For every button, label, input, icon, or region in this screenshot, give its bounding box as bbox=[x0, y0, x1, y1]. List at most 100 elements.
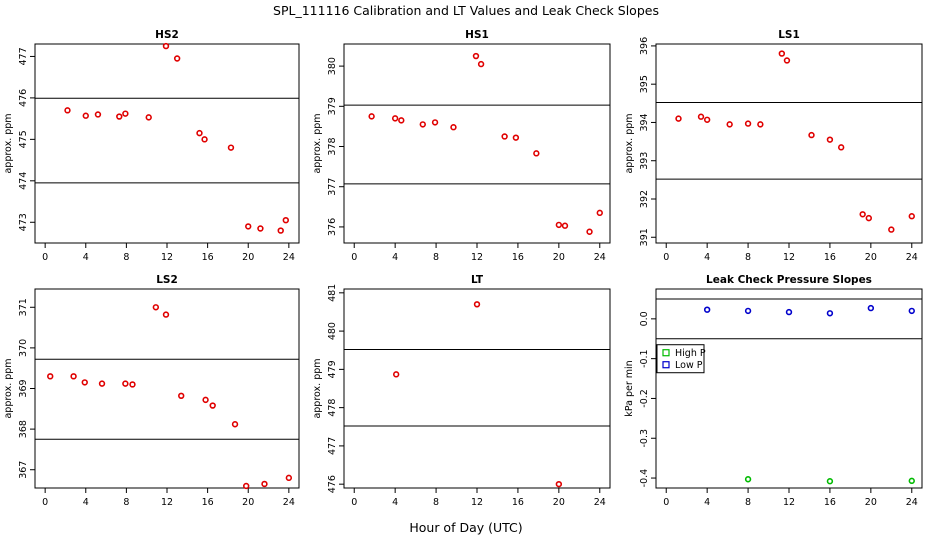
data-point bbox=[257, 225, 264, 232]
data-point bbox=[555, 480, 563, 488]
panel-title: HS1 bbox=[465, 29, 489, 41]
data-point bbox=[231, 421, 239, 428]
data-point bbox=[285, 474, 293, 482]
data-point bbox=[245, 223, 252, 230]
panel-ls2: LS2 0 4 8 12 16 20 24 367 368 369 370 371 approx. ppm bbox=[3, 274, 300, 508]
y-tick-label: 478 bbox=[327, 399, 338, 417]
x-tick-label: 20 bbox=[865, 497, 877, 508]
data-point bbox=[162, 42, 170, 50]
data-point bbox=[908, 307, 915, 315]
figure-xlabel: Hour of Day (UTC) bbox=[409, 520, 522, 535]
data-point bbox=[145, 114, 152, 121]
plot-frame bbox=[34, 288, 300, 489]
data-point bbox=[392, 371, 400, 378]
x-tick-label: 16 bbox=[512, 252, 524, 263]
x-tick-label: 12 bbox=[783, 252, 795, 263]
y-axis-label: approx. ppm bbox=[3, 358, 14, 418]
data-point bbox=[122, 110, 129, 117]
y-tick-label: 370 bbox=[18, 339, 29, 357]
x-tick-label: 4 bbox=[83, 497, 89, 508]
y-tick-label: -0.1 bbox=[639, 349, 650, 368]
data-point bbox=[227, 144, 235, 151]
data-point bbox=[561, 222, 569, 229]
y-tick-label: 476 bbox=[327, 475, 338, 493]
y-tick-label: 481 bbox=[327, 284, 338, 302]
y-axis-label: approx. ppm bbox=[312, 113, 323, 173]
x-tick-label: 0 bbox=[351, 497, 357, 508]
data-point bbox=[196, 129, 203, 137]
data-point bbox=[865, 214, 872, 222]
y-tick-label: 475 bbox=[18, 130, 29, 148]
y-tick-label: 376 bbox=[327, 218, 338, 236]
data-point bbox=[783, 57, 791, 64]
x-tick-label: 12 bbox=[471, 497, 483, 508]
panel-title: LS2 bbox=[156, 274, 178, 286]
x-tick-label: 4 bbox=[83, 252, 89, 263]
data-point bbox=[675, 115, 682, 122]
y-tick-label: 378 bbox=[327, 137, 338, 155]
plot-frame bbox=[655, 288, 923, 489]
data-point bbox=[201, 136, 208, 143]
y-tick-label: -0.4 bbox=[639, 469, 650, 488]
data-point bbox=[202, 396, 209, 404]
y-tick-label: 473 bbox=[18, 213, 29, 231]
data-point bbox=[82, 112, 89, 119]
data-point bbox=[908, 477, 915, 485]
y-tick-label: 476 bbox=[18, 89, 29, 107]
panel-hs1: HS1 0 4 8 12 16 20 24 376 377 378 379 380 approx. ppm bbox=[312, 29, 611, 263]
data-point bbox=[837, 144, 845, 151]
y-tick-label: 368 bbox=[18, 420, 29, 438]
x-tick-label: 16 bbox=[824, 497, 836, 508]
data-point bbox=[162, 311, 170, 318]
x-tick-label: 12 bbox=[161, 497, 173, 508]
y-tick-label: 474 bbox=[18, 172, 29, 190]
panel-ls1: LS1 0 4 8 12 16 20 24 391 392 393 394 395 396 approx. … bbox=[624, 29, 923, 263]
data-point bbox=[368, 113, 375, 120]
y-tick-label: 371 bbox=[18, 298, 29, 316]
data-point bbox=[419, 121, 426, 128]
data-point bbox=[173, 55, 181, 62]
x-tick-label: 4 bbox=[704, 252, 710, 263]
data-point bbox=[808, 131, 815, 139]
x-tick-label: 0 bbox=[42, 252, 48, 263]
data-point bbox=[94, 111, 102, 118]
data-point bbox=[744, 476, 752, 483]
y-tick-label: 391 bbox=[639, 228, 650, 246]
x-tick-label: 24 bbox=[283, 252, 295, 263]
y-tick-label: 480 bbox=[327, 322, 338, 340]
x-tick-label: 12 bbox=[161, 252, 173, 263]
data-point bbox=[744, 120, 752, 127]
legend-swatch bbox=[662, 349, 670, 357]
x-tick-label: 20 bbox=[865, 252, 877, 263]
y-tick-label: 394 bbox=[639, 113, 650, 131]
data-point bbox=[116, 113, 123, 120]
data-point bbox=[726, 121, 733, 128]
x-tick-label: 4 bbox=[392, 252, 398, 263]
x-tick-label: 12 bbox=[783, 497, 795, 508]
data-point bbox=[744, 307, 752, 315]
data-point bbox=[122, 380, 129, 387]
y-tick-label: 377 bbox=[327, 178, 338, 196]
data-point bbox=[98, 380, 106, 387]
data-point bbox=[555, 221, 563, 229]
data-point bbox=[472, 52, 480, 60]
plot-frame bbox=[655, 43, 923, 244]
legend-label: Low P bbox=[675, 360, 703, 371]
x-tick-label: 4 bbox=[704, 497, 710, 508]
data-point bbox=[501, 133, 508, 140]
data-point bbox=[908, 213, 915, 220]
data-point bbox=[64, 107, 71, 114]
panel-hs2: HS2 0 4 8 12 16 20 24 473 474 475 476 477 approx. ppm bbox=[3, 29, 300, 263]
panels: HS2 0 4 8 12 16 20 24 473 474 475 476 477 approx. ppm… bbox=[3, 29, 923, 508]
data-point bbox=[450, 124, 457, 131]
data-point bbox=[826, 478, 834, 485]
y-tick-label: 477 bbox=[327, 437, 338, 455]
x-tick-label: 24 bbox=[906, 497, 918, 508]
data-point bbox=[261, 480, 268, 488]
y-tick-label: 395 bbox=[639, 75, 650, 93]
x-tick-label: 8 bbox=[123, 497, 129, 508]
y-tick-label: 0.0 bbox=[639, 311, 650, 326]
x-tick-label: 16 bbox=[202, 252, 214, 263]
